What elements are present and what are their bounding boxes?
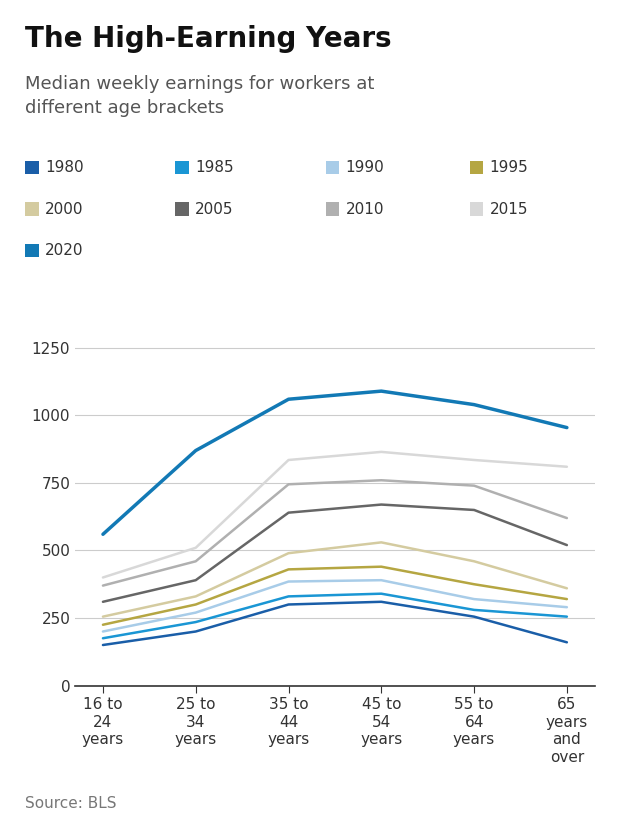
FancyBboxPatch shape <box>25 244 39 257</box>
Text: 2005: 2005 <box>195 201 234 217</box>
Text: 1990: 1990 <box>346 160 384 175</box>
FancyBboxPatch shape <box>175 202 189 216</box>
FancyBboxPatch shape <box>25 202 39 216</box>
Text: Source: BLS: Source: BLS <box>25 796 116 811</box>
FancyBboxPatch shape <box>470 202 483 216</box>
Text: The High-Earning Years: The High-Earning Years <box>25 25 392 53</box>
Text: 1995: 1995 <box>490 160 528 175</box>
Text: 2010: 2010 <box>346 201 384 217</box>
Text: 2015: 2015 <box>490 201 528 217</box>
Text: 2000: 2000 <box>45 201 84 217</box>
FancyBboxPatch shape <box>25 161 39 174</box>
Text: Median weekly earnings for workers at
different age brackets: Median weekly earnings for workers at di… <box>25 75 374 117</box>
FancyBboxPatch shape <box>326 202 339 216</box>
Text: 1980: 1980 <box>45 160 84 175</box>
Text: 1985: 1985 <box>195 160 234 175</box>
FancyBboxPatch shape <box>326 161 339 174</box>
Text: 2020: 2020 <box>45 243 84 258</box>
FancyBboxPatch shape <box>175 161 189 174</box>
FancyBboxPatch shape <box>470 161 483 174</box>
